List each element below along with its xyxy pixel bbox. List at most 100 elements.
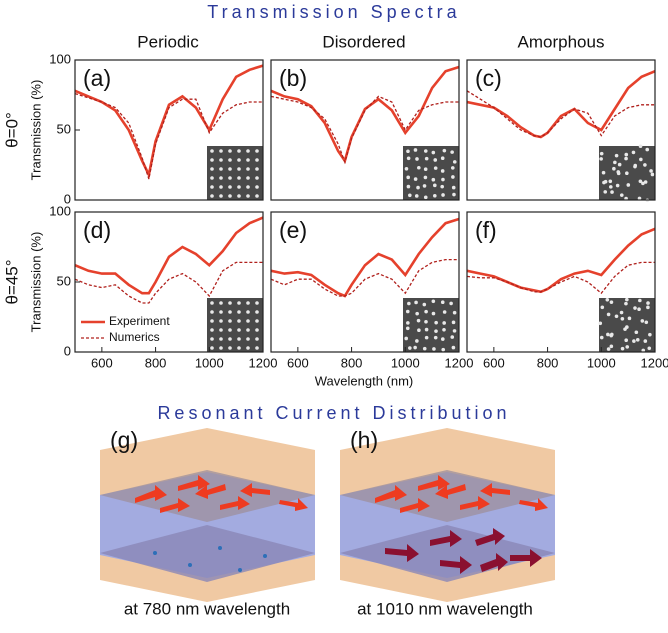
series-line [271,258,459,297]
inset-dot [210,301,214,305]
inset-dot [614,153,619,158]
inset-dot [219,346,223,350]
inset [403,298,459,352]
inset-dot [219,194,223,198]
inset-dot [210,337,214,341]
inset-dot [237,185,241,189]
inset-dot [228,149,232,153]
x-tick-label: 1000 [391,355,420,370]
current-arrows [375,475,548,513]
y-tick-label: 100 [49,51,71,66]
inset-dot [424,320,428,324]
panel-frame [466,211,656,353]
panel-title: (f) [475,217,497,243]
inset-dot [633,163,638,168]
inset-dot [620,316,625,321]
inset-dot [441,177,445,182]
inset-dot [405,309,410,314]
inset-dot [617,162,622,167]
inset-dot [619,310,624,315]
inset-dot [219,149,223,153]
inset-dot [641,181,645,186]
series-line [75,92,263,180]
inset-dot [414,300,418,305]
current-arrows [135,475,308,513]
inset-dot [434,320,438,325]
inset-dot [219,176,223,180]
inset-dot [416,185,420,190]
inset-dot [406,321,410,325]
inset-dot [638,144,643,149]
inset-dot [237,194,241,198]
inset-dot [608,179,613,184]
inset-dot [255,158,259,162]
column-title: Disordered [322,32,405,51]
inset-dot [615,183,620,188]
inset-dot [417,328,421,333]
inset-dot [228,346,232,350]
inset-dot [599,151,604,156]
series-line [75,261,263,304]
series-line [467,90,655,138]
inset-dot [423,149,428,153]
inset-dot [237,167,241,171]
y-axis-label: Transmission (%) [28,232,43,333]
inset-dot [648,332,652,337]
inset-dot [219,167,223,171]
inset-dot [255,346,259,350]
panel: (e) 600 800 1000 1200 [270,211,474,370]
inset-dot [614,314,619,319]
panel: (d) 0 50 100 600 800 1000 1200 Transmission (%) E… [28,203,277,370]
inset-dot [442,310,447,314]
inset-dot [406,184,411,189]
inset-dot [625,325,629,329]
inset-dot [625,297,629,302]
inset-dot [643,180,648,184]
inset-dot [219,185,223,189]
inset-dot [210,167,214,171]
row-title: θ=45° [2,259,21,304]
inset-dot [237,149,241,153]
x-axis-label: Wavelength (nm) [315,373,414,388]
inset-dot [598,321,603,326]
inset-dot [246,337,250,341]
inset-dot [210,149,214,153]
inset-dot [649,169,653,173]
y-tick-label: 50 [57,121,71,136]
inset-dot [450,335,455,339]
inset-dot [449,301,453,306]
panel: (a) 0 50 100 Transmission (%) [28,51,264,206]
inset-dot [423,175,428,180]
inset [207,298,263,352]
x-tick-label: 1200 [445,355,474,370]
inset-dot [228,185,232,189]
column-title: Periodic [137,32,199,51]
legend-label: Experiment [109,314,170,328]
bottom-title: Resonant Current Distribution [157,403,510,423]
inset-dot [452,329,457,333]
illustration-h: (h) at 1010 nm wavelength [340,427,555,618]
weak-currents [153,546,267,572]
panel-frame [466,59,656,201]
inset-dot [246,301,250,305]
series-line [467,70,655,139]
panel-title: (e) [279,217,307,243]
x-tick-label: 1200 [641,355,668,370]
inset-dot [422,302,427,307]
inset-dot [599,335,604,340]
inset-dot [632,339,636,343]
inset-dot [610,190,614,194]
inset-dot [219,328,223,332]
inset-dot [424,335,429,340]
inset-dot [237,158,241,162]
inset-dot [228,328,232,332]
inset [599,298,655,352]
inset-dot [255,310,259,314]
inset-dot [408,346,412,350]
illustration-label: (h) [350,427,378,453]
inset-dot [255,328,259,332]
inset-dot [624,301,628,306]
inset-dot [246,167,250,171]
x-tick-label: 600 [287,355,309,370]
inset-dot [237,176,241,180]
